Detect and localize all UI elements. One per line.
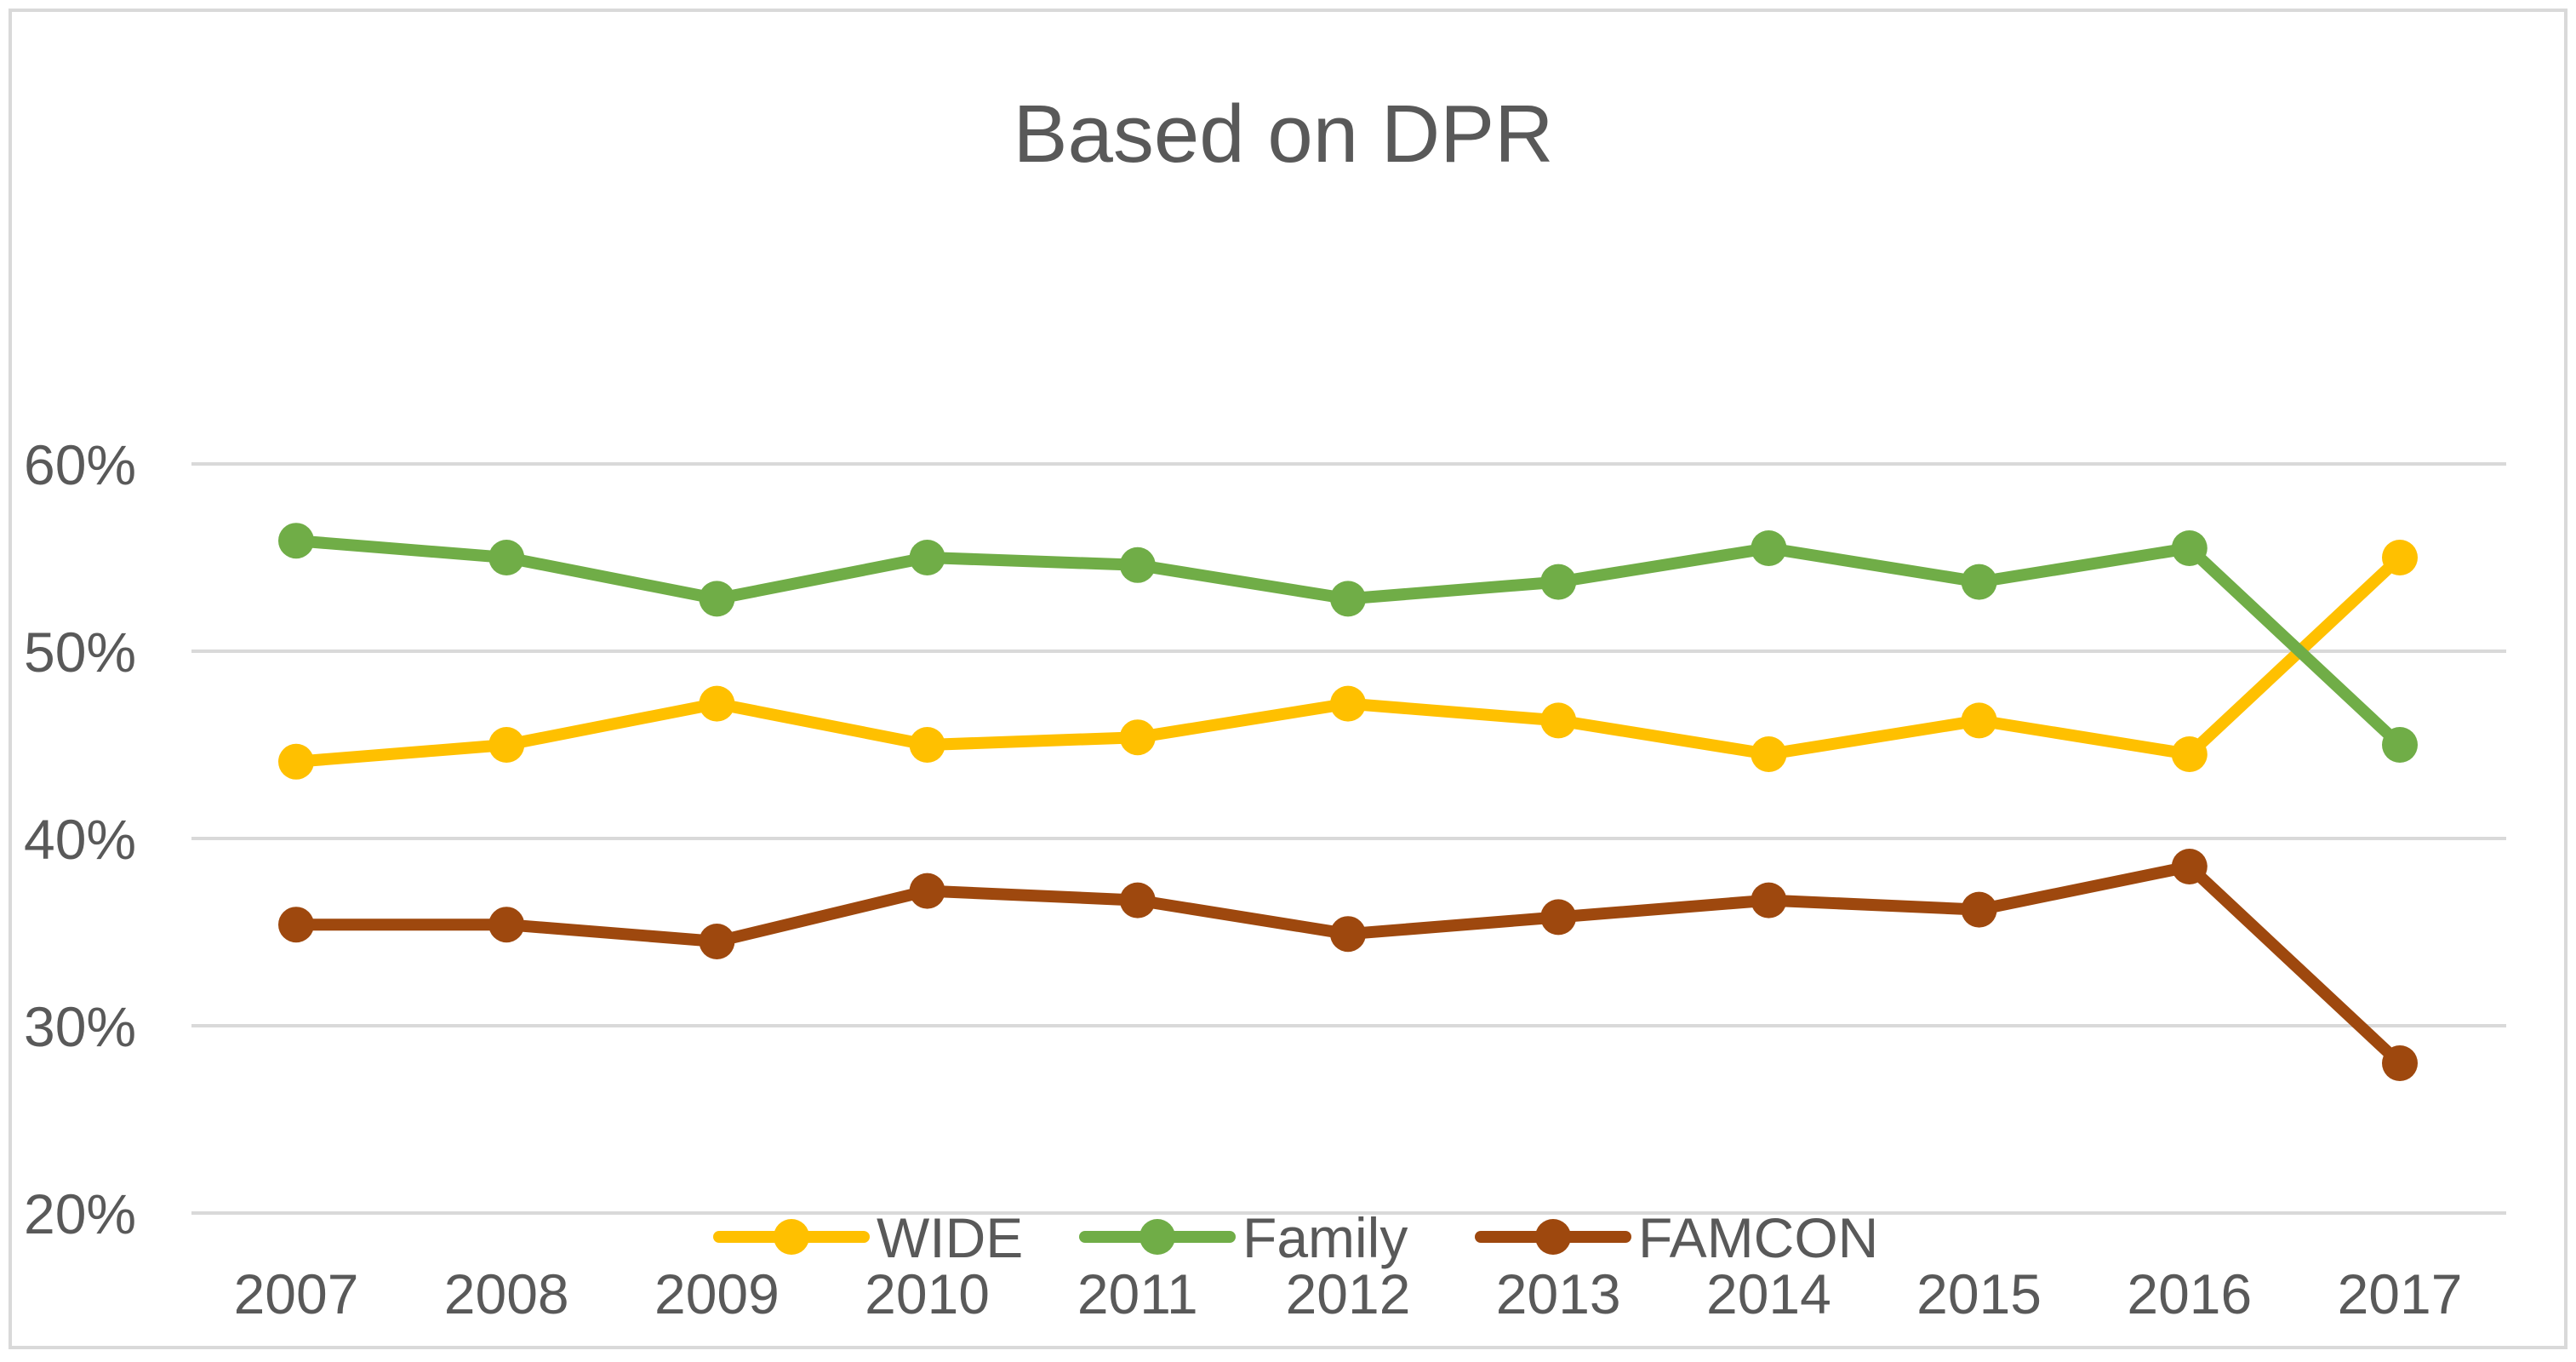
series-famcon bbox=[278, 849, 2418, 1081]
series-layer bbox=[278, 523, 2418, 1081]
legend: WIDE Family FAMCON bbox=[713, 1206, 1878, 1269]
x-tick-label: 2012 bbox=[1286, 1262, 1411, 1325]
y-tick-label: 20% bbox=[24, 1182, 136, 1245]
data-point bbox=[488, 907, 525, 943]
data-point bbox=[1330, 916, 1366, 953]
data-point bbox=[2382, 727, 2418, 763]
data-point bbox=[2382, 1045, 2418, 1081]
x-axis-ticks: 2007 2008 2009 2010 2011 2012 2013 2014 2015 2016… bbox=[234, 1262, 2463, 1325]
data-point bbox=[699, 924, 735, 959]
data-point bbox=[2171, 736, 2208, 772]
chart-title: Based on DPR bbox=[1013, 89, 1553, 180]
data-point bbox=[2171, 849, 2208, 884]
x-tick-label: 2008 bbox=[444, 1262, 569, 1325]
data-point bbox=[488, 540, 525, 575]
x-tick-label: 2015 bbox=[1916, 1262, 2042, 1325]
data-point bbox=[278, 907, 314, 943]
data-point bbox=[1119, 882, 1156, 918]
data-point bbox=[1961, 891, 1997, 928]
data-point bbox=[1751, 882, 1787, 918]
legend-marker bbox=[1535, 1219, 1571, 1255]
x-tick-label: 2014 bbox=[1706, 1262, 1831, 1325]
data-point bbox=[1540, 564, 1577, 600]
legend-marker bbox=[774, 1219, 809, 1255]
data-point bbox=[1961, 564, 1997, 600]
x-tick-label: 2013 bbox=[1496, 1262, 1621, 1325]
data-point bbox=[278, 743, 314, 780]
series-family bbox=[278, 523, 2418, 763]
data-point bbox=[699, 685, 735, 722]
data-point bbox=[1540, 899, 1577, 936]
y-tick-label: 50% bbox=[24, 621, 136, 684]
y-axis-ticks: 20% 30% 40% 50% 60% bbox=[24, 433, 136, 1245]
data-point bbox=[909, 873, 945, 909]
series-wide bbox=[278, 540, 2418, 780]
data-point bbox=[1961, 702, 1997, 739]
data-point bbox=[699, 581, 735, 617]
x-tick-label: 2011 bbox=[1077, 1262, 1198, 1325]
x-tick-label: 2017 bbox=[2338, 1262, 2463, 1325]
data-point bbox=[1751, 530, 1787, 566]
y-tick-label: 60% bbox=[24, 433, 136, 496]
data-point bbox=[1119, 547, 1156, 583]
legend-label: Family bbox=[1242, 1206, 1408, 1269]
chart-border bbox=[9, 9, 2567, 1349]
data-point bbox=[488, 727, 525, 763]
y-tick-label: 30% bbox=[24, 995, 136, 1058]
data-point bbox=[1119, 719, 1156, 756]
data-point bbox=[1330, 581, 1366, 617]
data-point bbox=[1540, 702, 1577, 739]
data-point bbox=[909, 540, 945, 575]
x-tick-label: 2007 bbox=[234, 1262, 359, 1325]
data-point bbox=[2382, 540, 2418, 575]
gridlines bbox=[191, 462, 2506, 1215]
x-tick-label: 2016 bbox=[2127, 1262, 2252, 1325]
legend-label: FAMCON bbox=[1638, 1206, 1878, 1269]
x-tick-label: 2010 bbox=[865, 1262, 990, 1325]
legend-label: WIDE bbox=[877, 1206, 1023, 1269]
y-tick-label: 40% bbox=[24, 808, 136, 871]
legend-marker bbox=[1139, 1219, 1175, 1255]
data-point bbox=[2171, 530, 2208, 566]
x-tick-label: 2009 bbox=[654, 1262, 780, 1325]
data-point bbox=[1330, 685, 1366, 722]
legend-item-wide: WIDE bbox=[713, 1206, 1023, 1269]
legend-item-famcon: FAMCON bbox=[1475, 1206, 1878, 1269]
data-point bbox=[1751, 736, 1787, 772]
data-point bbox=[909, 727, 945, 763]
data-point bbox=[278, 523, 314, 559]
legend-item-family: Family bbox=[1079, 1206, 1408, 1269]
